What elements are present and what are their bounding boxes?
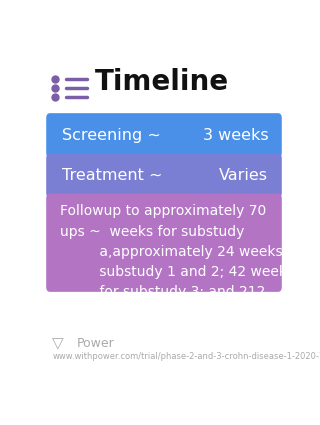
Text: Power: Power (77, 337, 115, 350)
Text: Screening ~: Screening ~ (62, 128, 161, 143)
Text: ▽: ▽ (52, 337, 63, 351)
FancyBboxPatch shape (46, 113, 282, 157)
Text: Treatment ~: Treatment ~ (62, 168, 163, 183)
Text: 3 weeks: 3 weeks (203, 128, 268, 143)
FancyBboxPatch shape (46, 194, 282, 292)
Text: Followup to approximately 70
ups ~  weeks for substudy
         a,approximately : Followup to approximately 70 ups ~ weeks… (60, 204, 306, 319)
Text: Varies: Varies (219, 168, 268, 183)
FancyBboxPatch shape (46, 153, 282, 198)
Text: www.withpower.com/trial/phase-2-and-3-crohn-disease-1-2020-7950b: www.withpower.com/trial/phase-2-and-3-cr… (52, 352, 320, 362)
Text: Timeline: Timeline (95, 68, 229, 96)
